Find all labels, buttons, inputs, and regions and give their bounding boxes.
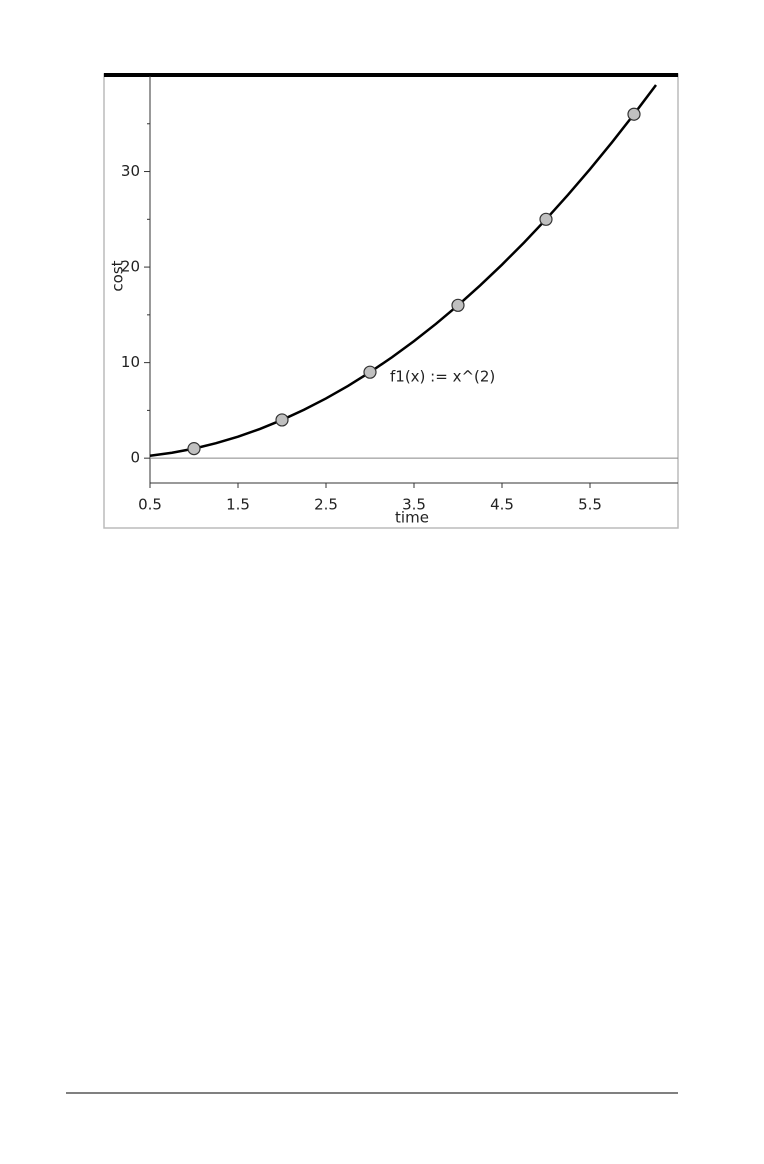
y-tick-label: 10 — [121, 353, 140, 371]
data-point — [275, 413, 289, 427]
data-point — [539, 212, 553, 226]
x-tick-label: 0.5 — [138, 496, 162, 514]
x-tick-label: 2.5 — [314, 496, 338, 514]
function-curve — [149, 84, 657, 458]
x-tick-label: 1.5 — [226, 496, 250, 514]
x-tick-label: 3.5 — [402, 496, 426, 514]
y-tick-label: 20 — [121, 258, 140, 276]
data-point — [187, 442, 201, 456]
y-axis-label: cost — [109, 260, 127, 291]
y-tick-label: 30 — [121, 162, 140, 180]
x-tick-label: 5.5 — [578, 496, 602, 514]
data-point — [363, 365, 377, 379]
chart: 0 10 20 30 0.5 1.5 2.5 3.5 4.5 5.5 time cost f1(x) :… — [109, 76, 678, 527]
x-tick-label: 4.5 — [490, 496, 514, 514]
data-point — [451, 298, 465, 312]
x-axis-label: time — [395, 509, 429, 527]
data-point — [627, 107, 641, 121]
function-label: f1(x) := x^(2) — [390, 368, 495, 386]
y-tick-label: 0 — [130, 449, 140, 467]
chart-frame — [103, 73, 679, 529]
